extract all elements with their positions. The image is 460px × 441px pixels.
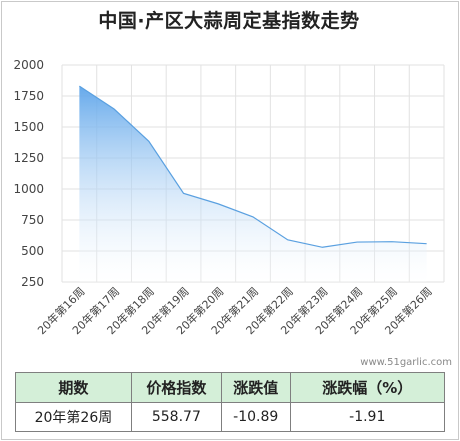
summary-header-row: 期数 价格指数 涨跌值 涨跌幅（%）	[15, 372, 446, 403]
watermark: www.51garlic.com	[360, 357, 452, 368]
header-change-value: 涨跌值	[220, 372, 291, 403]
header-period: 期数	[15, 372, 132, 403]
y-tick-label: 2000	[13, 58, 44, 72]
y-tick-label: 500	[21, 244, 44, 258]
series-line	[79, 85, 427, 248]
y-tick-label: 1000	[13, 182, 44, 196]
cell-change-value: -10.89	[220, 402, 291, 432]
cell-change-percent: -1.91	[289, 402, 446, 432]
y-tick-label: 1500	[13, 120, 44, 134]
y-tick-label: 1250	[13, 151, 44, 165]
area-fill	[79, 86, 427, 282]
summary-data-row: 20年第26周 558.77 -10.89 -1.91	[15, 402, 446, 432]
header-change-percent: 涨跌幅（%）	[289, 372, 446, 403]
y-tick-label: 250	[21, 275, 44, 289]
cell-period: 20年第26周	[15, 402, 132, 432]
header-price-index: 价格指数	[130, 372, 222, 403]
summary-table: 期数 价格指数 涨跌值 涨跌幅（%） 20年第26周 558.77 -10.89…	[15, 372, 446, 432]
cell-price-index: 558.77	[130, 402, 222, 432]
chart-title: 中国·产区大蒜周定基指数走势	[98, 10, 360, 32]
y-tick-label: 1750	[13, 89, 44, 103]
y-tick-label: 750	[21, 213, 44, 227]
